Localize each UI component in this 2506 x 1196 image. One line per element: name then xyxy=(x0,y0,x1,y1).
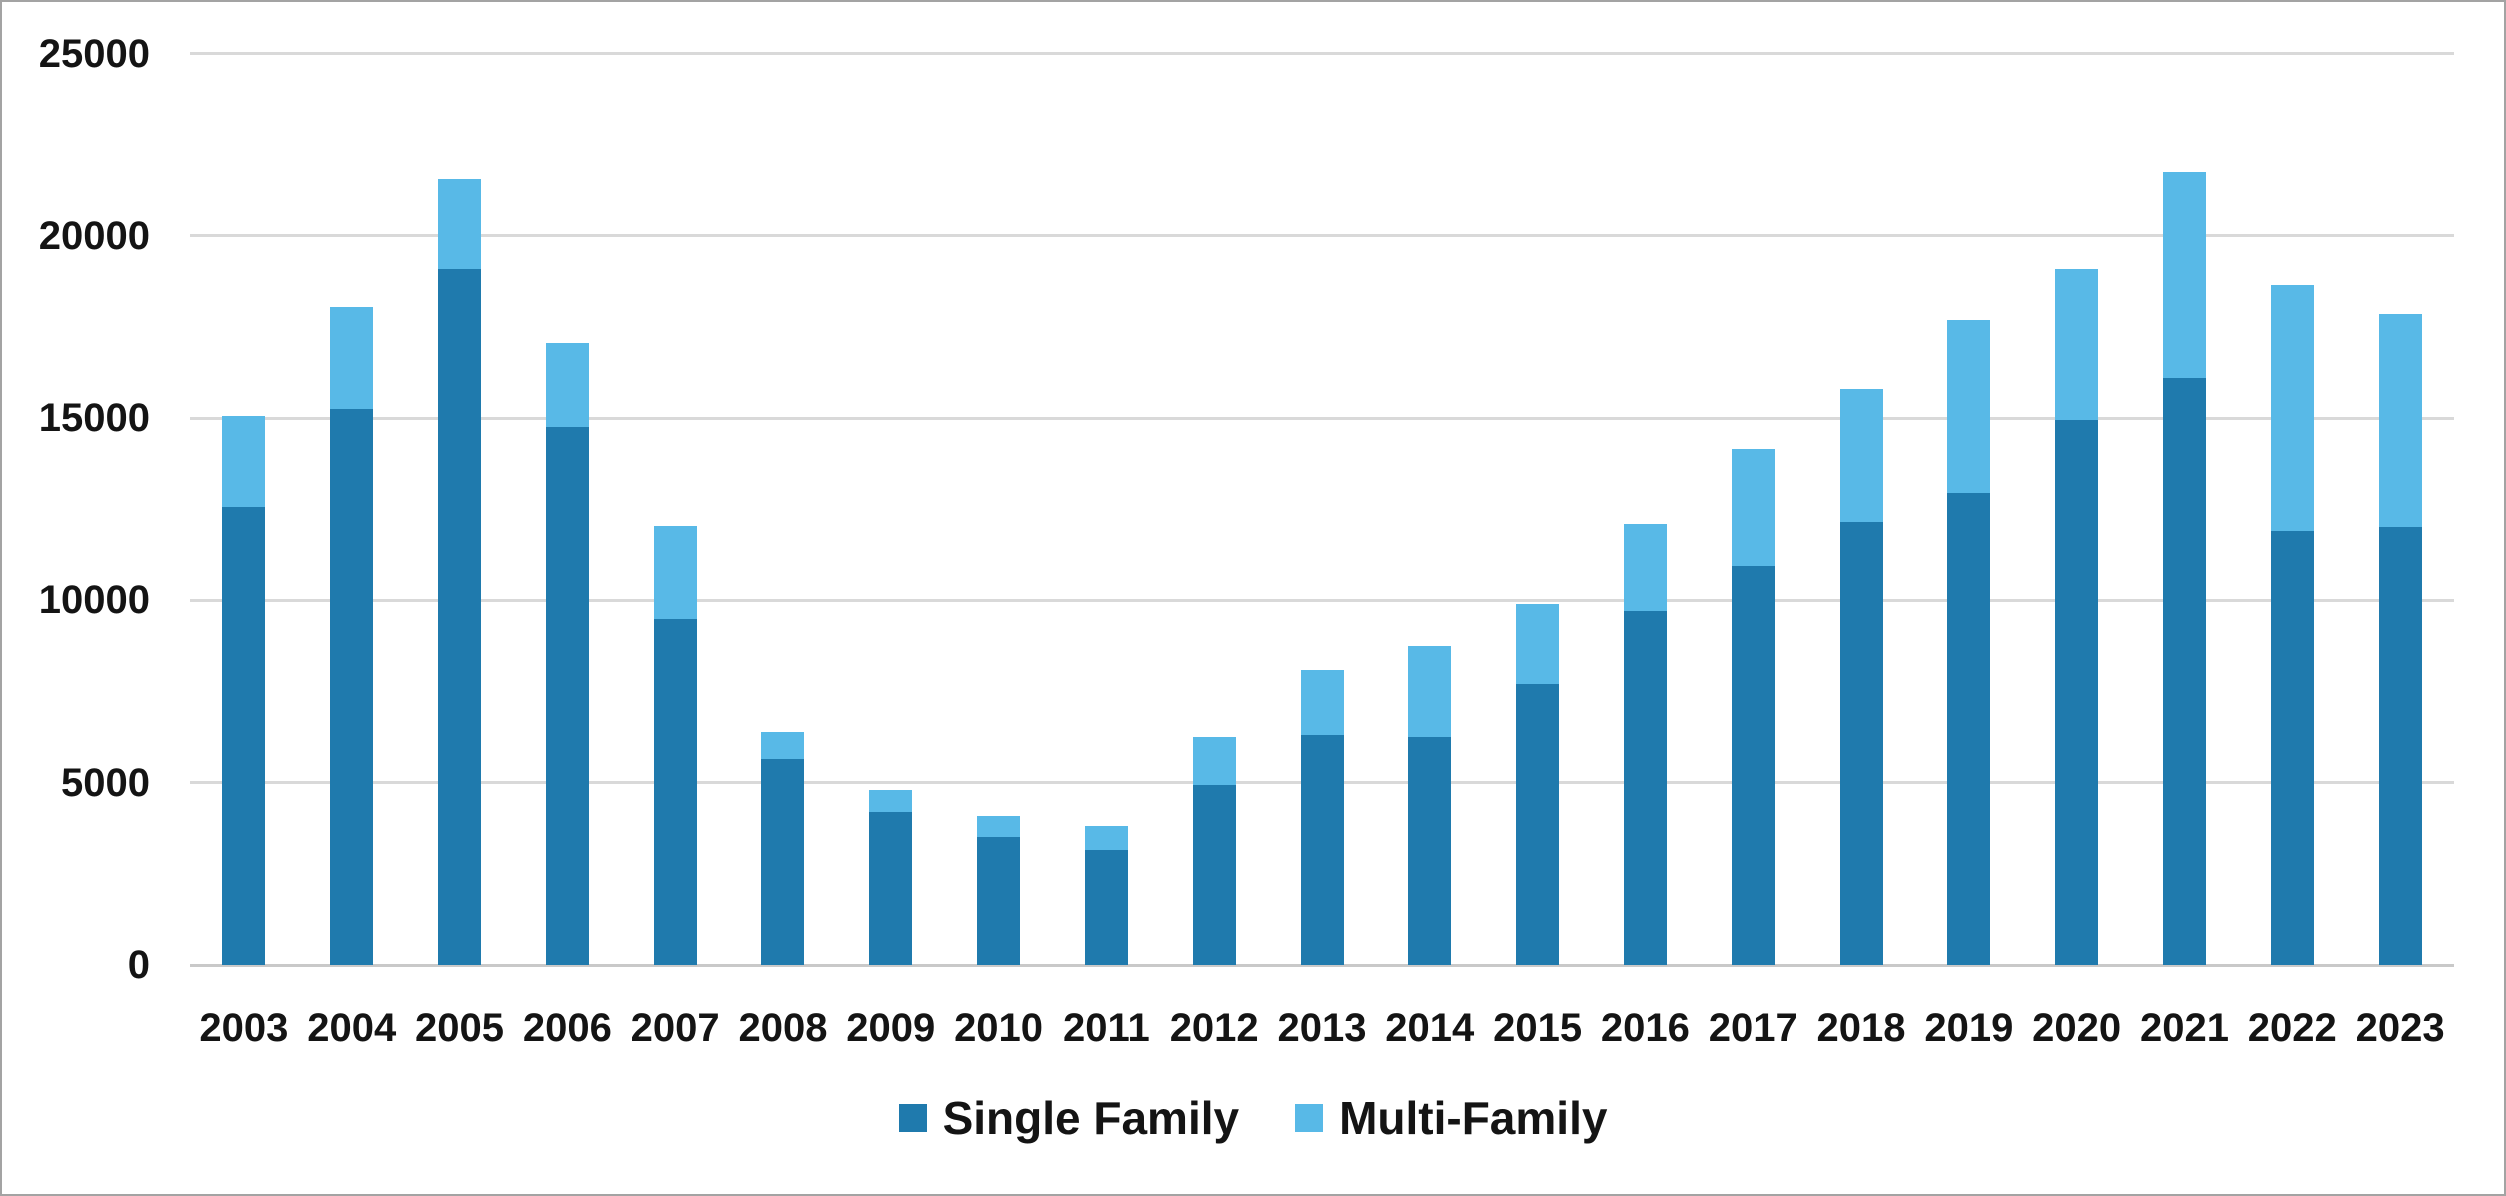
x-axis-tick-label-2019: 2019 xyxy=(1924,1006,2014,1050)
bar-2014-single-family xyxy=(1408,737,1452,965)
y-axis-tick-label-25000: 25000 xyxy=(38,31,150,76)
y-axis-tick-label-20000: 20000 xyxy=(38,213,150,258)
bar-2012-single-family xyxy=(1192,784,1236,965)
x-axis-tick-label-2016: 2016 xyxy=(1600,1006,1690,1050)
bar-2012-multi-family xyxy=(1192,737,1236,785)
bar-2008-single-family xyxy=(761,759,805,965)
bar-2018-single-family xyxy=(1839,522,1883,965)
legend-swatch-multi-family-icon xyxy=(1295,1104,1324,1132)
x-axis-tick-label-2005: 2005 xyxy=(415,1006,504,1050)
legend-label-multi-family: Multi-Family xyxy=(1339,1092,1608,1144)
gridline-15000 xyxy=(190,416,2454,420)
x-axis-tick-label-2012: 2012 xyxy=(1169,1006,1259,1050)
x-axis-tick-label-2004: 2004 xyxy=(307,1006,397,1050)
x-axis-tick-label-2008: 2008 xyxy=(738,1006,828,1050)
x-axis-tick-label-2017: 2017 xyxy=(1708,1006,1798,1050)
bar-2017-single-family xyxy=(1731,565,1775,965)
bar-2008-multi-family xyxy=(761,731,805,759)
x-axis-line xyxy=(190,964,2454,967)
bar-2004-single-family xyxy=(330,408,374,965)
legend-swatch-single-family-icon xyxy=(898,1104,927,1132)
bar-2003-multi-family xyxy=(222,416,266,508)
x-axis-tick-label-2011: 2011 xyxy=(1062,1006,1150,1050)
x-axis-tick-label-2020: 2020 xyxy=(2032,1006,2122,1050)
bar-2023-single-family xyxy=(2378,527,2422,965)
bar-2017-multi-family xyxy=(1731,449,1775,566)
bar-2019-multi-family xyxy=(1947,319,1991,493)
y-axis-tick-label-10000: 10000 xyxy=(38,578,150,623)
legend-entry-single-family: Single Family xyxy=(898,1090,1240,1146)
y-axis-tick-label-0: 0 xyxy=(127,943,150,987)
bar-2021-multi-family xyxy=(2162,171,2206,378)
bar-2018-multi-family xyxy=(1839,388,1883,522)
x-axis-tick-label-2009: 2009 xyxy=(846,1006,936,1050)
bar-2020-multi-family xyxy=(2055,268,2099,420)
legend: Single Family Multi-Family xyxy=(2,1090,2504,1146)
bar-2016-single-family xyxy=(1623,611,1667,965)
bar-2014-multi-family xyxy=(1408,645,1452,738)
bar-2022-single-family xyxy=(2270,531,2314,965)
bar-2021-single-family xyxy=(2162,377,2206,965)
bar-2016-multi-family xyxy=(1623,523,1667,612)
gridline-10000 xyxy=(190,598,2454,602)
x-axis-tick-label-2023: 2023 xyxy=(2355,1006,2445,1050)
bar-2011-single-family xyxy=(1084,850,1128,965)
bar-2009-multi-family xyxy=(869,789,913,812)
x-axis-tick-label-2018: 2018 xyxy=(1816,1006,1906,1050)
bar-2023-multi-family xyxy=(2378,314,2422,528)
bar-2020-single-family xyxy=(2055,419,2099,965)
x-axis-tick-label-2015: 2015 xyxy=(1493,1006,1583,1050)
bar-2022-multi-family xyxy=(2270,285,2314,532)
x-axis-tick-label-2021: 2021 xyxy=(2139,1006,2229,1050)
bar-2007-single-family xyxy=(653,618,697,965)
bar-2013-multi-family xyxy=(1300,669,1344,736)
y-axis-tick-label-15000: 15000 xyxy=(38,396,150,441)
bar-2015-multi-family xyxy=(1516,604,1560,685)
bar-2005-multi-family xyxy=(438,179,482,269)
bar-2013-single-family xyxy=(1300,735,1344,965)
x-axis-tick-label-2006: 2006 xyxy=(522,1006,612,1050)
x-axis-tick-label-2022: 2022 xyxy=(2247,1006,2337,1050)
bar-2010-single-family xyxy=(977,837,1021,965)
bar-2003-single-family xyxy=(222,507,266,965)
bar-2004-multi-family xyxy=(330,306,374,409)
bar-2007-multi-family xyxy=(653,525,697,619)
bar-2011-multi-family xyxy=(1084,826,1128,851)
bar-2009-single-family xyxy=(869,811,913,965)
gridline-20000 xyxy=(190,234,2454,238)
bar-2010-multi-family xyxy=(977,815,1021,838)
bar-2015-single-family xyxy=(1516,684,1560,965)
bar-2005-single-family xyxy=(438,268,482,965)
y-axis-tick-label-5000: 5000 xyxy=(61,760,150,805)
x-axis-tick-label-2014: 2014 xyxy=(1385,1006,1475,1050)
bar-2006-single-family xyxy=(545,427,589,965)
legend-label-single-family: Single Family xyxy=(942,1092,1240,1144)
legend-entry-multi-family: Multi-Family xyxy=(1295,1090,1607,1146)
bar-2019-single-family xyxy=(1947,492,1991,965)
x-axis-tick-label-2010: 2010 xyxy=(954,1006,1044,1050)
x-axis-tick-label-2007: 2007 xyxy=(630,1006,720,1050)
x-axis-tick-label-2013: 2013 xyxy=(1277,1006,1367,1050)
gridline-25000 xyxy=(190,52,2454,55)
bar-2006-multi-family xyxy=(545,343,589,428)
x-axis-tick-label-2003: 2003 xyxy=(199,1006,289,1050)
